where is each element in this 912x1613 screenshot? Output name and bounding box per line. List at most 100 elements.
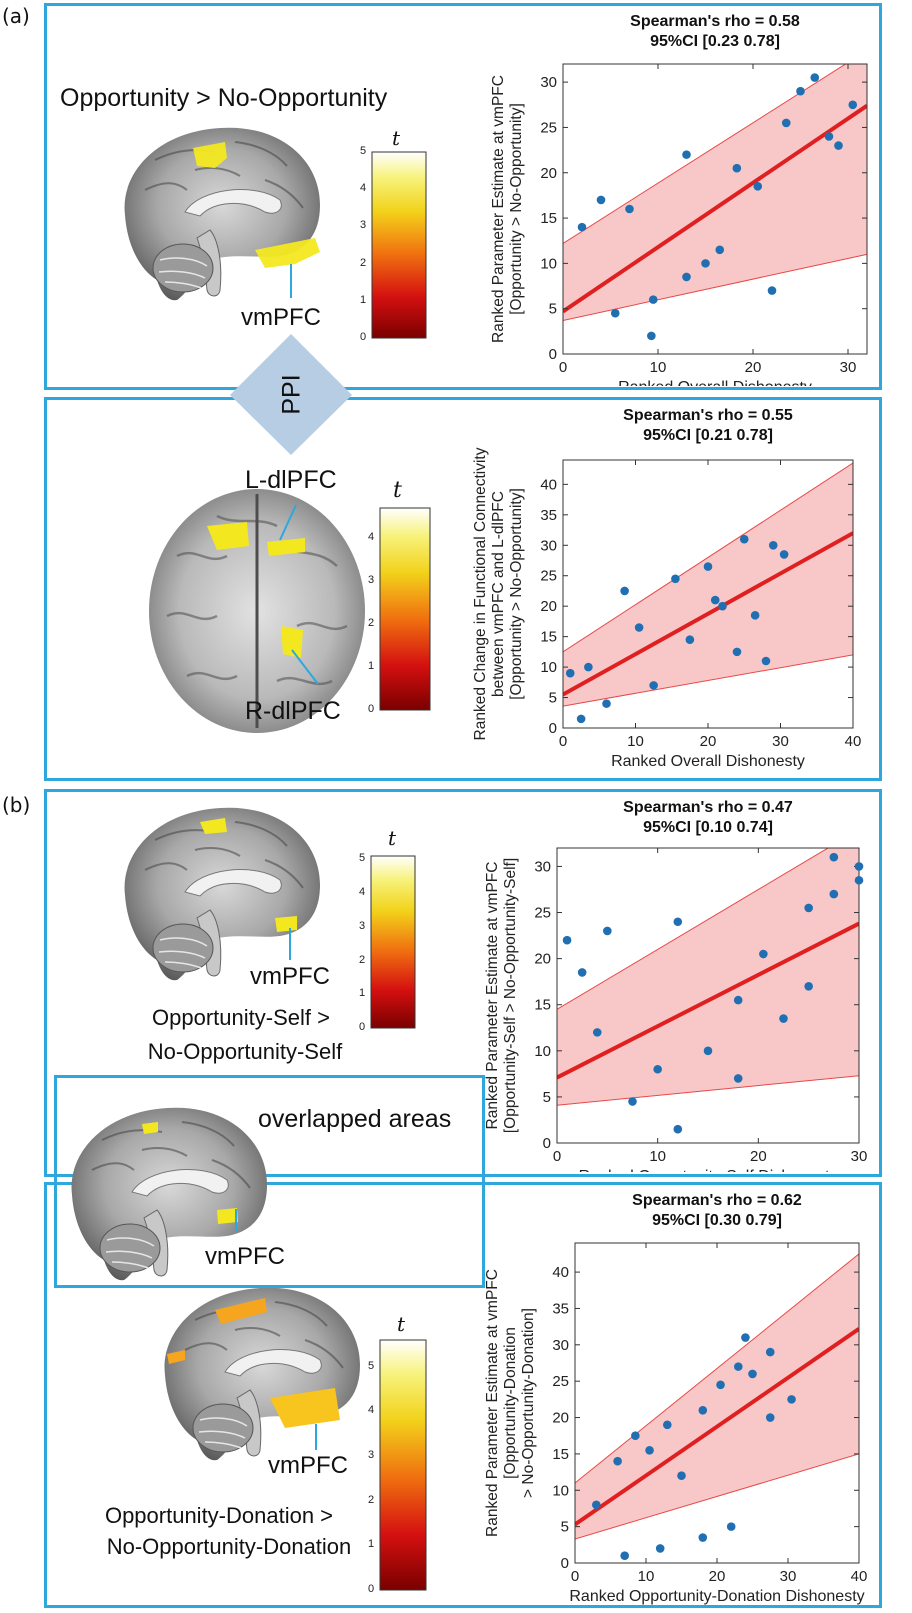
ci-lower-line xyxy=(575,1453,859,1540)
data-point xyxy=(698,1533,708,1542)
data-point xyxy=(701,259,710,268)
colorbar xyxy=(379,1339,427,1591)
panel-a-top-frame xyxy=(44,3,882,390)
x-tick-label: 20 xyxy=(745,359,762,376)
data-point xyxy=(829,889,839,899)
ci-lower-line xyxy=(563,654,853,707)
data-point xyxy=(631,1431,640,1441)
data-point xyxy=(759,949,768,959)
colorbar-tick-label: 3 xyxy=(359,919,366,932)
y-axis-label-line: Ranked Change in Functional Connectivity xyxy=(472,447,489,740)
x-axis-label: Ranked Opportunity-Donation Dishonesty xyxy=(569,1588,864,1605)
data-point xyxy=(703,1046,713,1056)
data-point xyxy=(677,1471,686,1481)
x-tick-label: 0 xyxy=(571,1568,579,1585)
ci-upper-line xyxy=(563,462,853,653)
data-point xyxy=(685,635,695,644)
contrast-title: Opportunity > No-Opportunity xyxy=(60,84,388,112)
colorbar-tick-label: 5 xyxy=(368,1359,375,1372)
fit-line xyxy=(563,531,853,697)
colorbar-tick-label: 4 xyxy=(368,531,375,544)
x-tick-label: 40 xyxy=(845,733,862,750)
data-point xyxy=(732,163,742,173)
x-tick-label: 10 xyxy=(649,1148,666,1165)
data-point xyxy=(787,1395,796,1404)
y-tick-label: 25 xyxy=(540,568,557,585)
y-tick-label: 25 xyxy=(540,119,557,136)
colorbar-symbol: t xyxy=(388,826,397,850)
plot-frame xyxy=(562,63,868,355)
data-point xyxy=(734,1362,743,1371)
data-point xyxy=(750,611,760,620)
ci-upper-line xyxy=(575,1253,859,1484)
data-point xyxy=(748,1369,757,1379)
data-point xyxy=(653,1064,662,1074)
data-point xyxy=(733,1074,743,1083)
data-point xyxy=(753,182,763,191)
data-point xyxy=(854,875,864,885)
x-tick-label: 0 xyxy=(559,733,567,750)
data-point xyxy=(768,540,778,550)
colorbar-symbol: t xyxy=(397,1312,406,1336)
region-label-vmpfc: vmPFC xyxy=(250,963,330,990)
data-point xyxy=(625,204,634,214)
x-tick-label: 10 xyxy=(638,1568,655,1585)
y-axis-label-line: [Opportunity-Self > No-Opportunity-Self] xyxy=(502,858,519,1133)
y-axis-label-line: [Opportunity > No-Opportunity] xyxy=(508,488,525,700)
x-tick-label: 10 xyxy=(650,359,667,376)
fit-line xyxy=(557,921,859,1080)
data-point xyxy=(628,1097,637,1106)
sagittal-brain-image xyxy=(123,806,321,982)
plot-frame xyxy=(556,847,860,1144)
y-tick-label: 20 xyxy=(540,598,557,615)
panel-label-a: (a) xyxy=(2,4,30,28)
scatter-plot: 0 10 20 30 40 0 5 10 15 20 25 30 35 40 Spearman's rho … xyxy=(472,407,862,770)
ci-upper-line xyxy=(557,848,830,1010)
contrast-caption-line-2: No-Opportunity-Self xyxy=(147,1039,343,1064)
data-point xyxy=(796,86,805,96)
colorbar-tick-label: 4 xyxy=(359,886,366,899)
colorbar-tick-label: 2 xyxy=(368,617,375,630)
y-tick-label: 0 xyxy=(549,720,557,737)
y-tick-label: 30 xyxy=(540,537,557,554)
chart-title: Spearman's rho = 0.62 xyxy=(632,1192,802,1209)
ci-lower-line xyxy=(557,1075,859,1106)
data-point xyxy=(848,100,858,110)
ppi-arrow xyxy=(230,334,352,455)
y-axis-label-line: between vmPFC and L-dlPFC xyxy=(490,491,507,697)
region-label-vmpfc: vmPFC xyxy=(241,304,321,331)
x-tick-label: 30 xyxy=(780,1568,797,1585)
data-point xyxy=(562,935,572,945)
y-axis-label-line: [Opportunity-Donation xyxy=(502,1327,519,1479)
y-tick-label: 0 xyxy=(561,1555,569,1572)
data-point xyxy=(648,295,658,304)
y-tick-label: 25 xyxy=(534,905,551,922)
x-axis-label: Ranked Overall Dishonesty xyxy=(611,753,805,770)
panel-a-bottom-frame xyxy=(44,397,882,781)
colorbar-tick-label: 0 xyxy=(368,1583,375,1595)
chart-subtitle: 95%CI [0.23 0.78] xyxy=(650,33,780,50)
data-point xyxy=(854,862,864,871)
scatter-plot: 0 10 20 30 0 5 10 15 20 25 30 Spearman's rho = 0.47… xyxy=(484,799,867,1172)
x-tick-label: 30 xyxy=(772,733,789,750)
y-tick-label: 5 xyxy=(549,301,557,318)
ci-band xyxy=(557,848,859,1106)
data-point xyxy=(655,1544,665,1553)
data-point xyxy=(834,141,843,150)
chart-subtitle: 95%CI [0.21 0.78] xyxy=(643,427,773,444)
y-tick-label: 15 xyxy=(552,1446,569,1463)
data-point xyxy=(602,699,611,708)
data-point xyxy=(584,662,593,672)
data-point xyxy=(698,1405,708,1415)
y-tick-label: 30 xyxy=(534,858,551,875)
data-point xyxy=(592,1028,602,1037)
region-label-r-dlpfc: R-dlPFC xyxy=(245,697,341,725)
overlap-title: overlapped areas xyxy=(258,1105,452,1133)
y-tick-label: 30 xyxy=(552,1337,569,1354)
data-point xyxy=(663,1420,672,1430)
data-point xyxy=(620,586,629,596)
y-axis-label-line: Ranked Parameter Estimate at vmPFC xyxy=(484,1269,501,1537)
y-axis-label-line: [Opportunity > No-Opportunity] xyxy=(508,103,525,315)
y-tick-label: 20 xyxy=(540,165,557,182)
data-point xyxy=(726,1522,736,1531)
